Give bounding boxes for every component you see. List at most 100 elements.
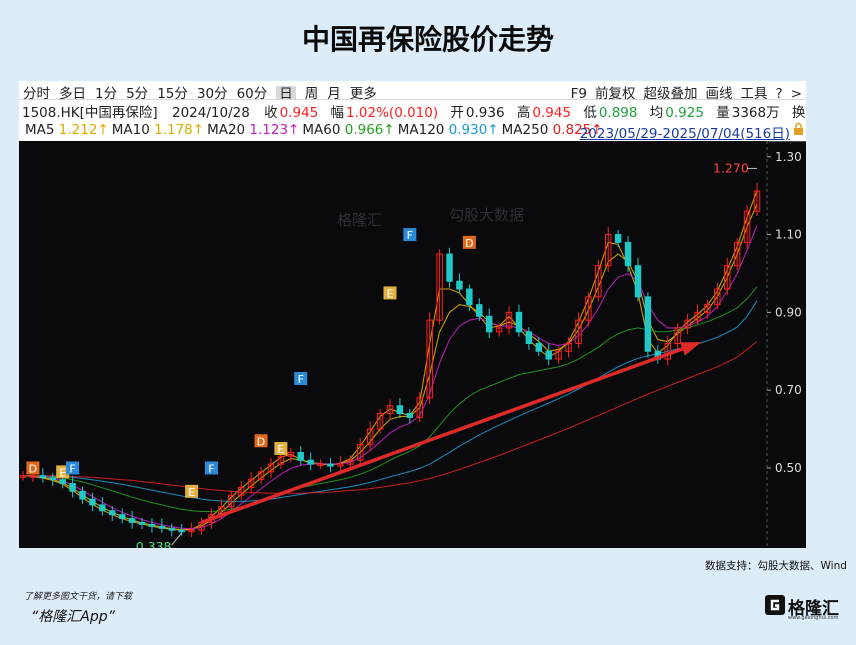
open-label: 开 <box>450 105 464 120</box>
tool-item-4[interactable]: 工具 <box>740 86 768 102</box>
close-value: 0.945 <box>279 105 319 120</box>
candle-body-38 <box>396 405 404 415</box>
signal-marker-2 <box>66 461 80 475</box>
candle-body-54 <box>555 350 562 360</box>
ma-label-4: MA120 <box>397 122 449 138</box>
candle-body-29 <box>307 459 314 465</box>
ma-value-1: 1.178↑ <box>154 122 205 138</box>
chart-toolbar: 分时 多日 1分 5分 15分 30分 60分日周月更多 F9 前复权 超级叠加 画线 工具? > <box>19 81 806 102</box>
signal-marker-label-7: F <box>298 373 304 386</box>
candle-body-0 <box>19 475 27 478</box>
period-tab-8[interactable]: 周 <box>304 86 319 102</box>
candle-body-61 <box>624 241 632 267</box>
data-source-note: 数据支持：勾股大数据、Wind <box>705 560 847 572</box>
ma-label-5: MA250 <box>501 122 553 138</box>
candlestick-chart[interactable]: 1.301.100.900.700.50D E FEFDEFEFD1.2700.33… <box>19 141 806 548</box>
period-tab-1[interactable]: 多日 <box>59 86 86 102</box>
candle-body-45 <box>466 288 473 306</box>
watermark-gelonghui: 格隆汇 <box>337 211 383 229</box>
signal-marker-3 <box>185 484 199 498</box>
signal-marker-label-5: D <box>257 435 265 448</box>
avg-value: 0.925 <box>665 105 704 120</box>
candle-body-57 <box>585 296 592 321</box>
y-tick-label-1: 1.10 <box>775 228 802 242</box>
candle-body-12 <box>138 521 146 525</box>
brand-url: www.gelonghui.com <box>788 615 839 621</box>
signal-marker-6 <box>274 442 288 456</box>
signal-marker-1 <box>56 465 70 479</box>
ma-line-ma250 <box>23 341 758 494</box>
ma-label-3: MA60 <box>302 122 345 138</box>
candle-body-21 <box>228 494 235 508</box>
lock-icon[interactable] <box>793 123 804 135</box>
ma-value-3: 0.966↑ <box>344 122 395 138</box>
ma-label-0: MA5 <box>25 122 59 138</box>
candle-body-24 <box>257 471 265 481</box>
chart-background <box>19 141 806 548</box>
date-range-link[interactable]: 2023/05/29-2025/07/04(516日) <box>579 126 790 141</box>
candle-body-66 <box>674 327 681 345</box>
signal-marker-label-3: E <box>188 486 195 499</box>
signal-marker-9 <box>403 228 417 242</box>
tool-item-3[interactable]: 画线 <box>705 86 733 102</box>
ma-value-0: 1.212↑ <box>58 122 109 138</box>
candle-body-9 <box>109 510 116 516</box>
candle-body-23 <box>247 479 255 488</box>
ma-legend: MA5 1.212↑ MA10 1.178↑ MA20 1.123↑ MA60 0.9… <box>22 122 603 138</box>
candle-body-50 <box>515 311 523 333</box>
candle-body-68 <box>694 311 701 321</box>
high-value: 0.945 <box>532 105 572 120</box>
brand-logo: 格隆汇 www.gelonghui.com <box>765 594 845 624</box>
period-tab-10[interactable]: 更多 <box>349 86 377 102</box>
period-tab-0[interactable]: 分时 <box>23 86 50 102</box>
period-tab-3[interactable]: 5分 <box>126 86 149 102</box>
y-tick-label-3: 0.70 <box>775 383 802 397</box>
candle-body-17 <box>188 529 195 533</box>
candle-body-5 <box>69 483 76 492</box>
tool-item-6[interactable]: > <box>790 86 802 102</box>
trend-arrow-line <box>200 341 699 525</box>
stock-code-name[interactable]: 1508.HK[中国再保险] <box>22 105 158 120</box>
candle-body-58 <box>595 265 602 298</box>
signal-marker-label-0: D <box>29 462 37 475</box>
tool-item-2[interactable]: 超级叠加 <box>643 86 698 102</box>
period-tab-2[interactable]: 1分 <box>95 86 118 102</box>
period-tab-6[interactable]: 60分 <box>236 86 268 102</box>
candle-body-13 <box>148 523 156 527</box>
tool-item-1[interactable]: 前复权 <box>595 86 636 102</box>
candle-body-74 <box>753 190 761 212</box>
close-label: 收 <box>264 105 278 120</box>
candle-body-42 <box>436 253 443 321</box>
tool-item-5[interactable]: ? <box>775 86 783 102</box>
price-annotation-1: 0.338 <box>136 539 172 548</box>
candle-body-25 <box>267 463 275 473</box>
period-tab-9[interactable]: 月 <box>327 86 341 102</box>
candle-body-22 <box>237 486 245 496</box>
candle-body-73 <box>743 210 751 243</box>
signal-marker-label-10: D <box>465 237 473 250</box>
page-title: 中国再保险股价走势 <box>301 23 554 56</box>
candle-body-67 <box>684 319 691 329</box>
low-label: 低 <box>583 105 597 120</box>
candle-body-40 <box>416 397 423 418</box>
candle-body-11 <box>128 518 136 523</box>
candle-body-65 <box>664 343 671 360</box>
period-tabs: 分时 多日 1分 5分 15分 30分 60分日周月更多 <box>23 82 386 102</box>
candle-body-47 <box>485 315 493 333</box>
signal-marker-10 <box>462 235 476 249</box>
ma-line-ma20 <box>23 225 758 530</box>
candle-body-27 <box>287 451 295 457</box>
price-annotation-0: 1.270 <box>713 160 749 175</box>
period-tab-4[interactable]: 15分 <box>157 86 188 102</box>
candle-body-8 <box>99 504 106 512</box>
trend-arrow-head <box>680 342 702 356</box>
open-value: 0.936 <box>465 105 505 120</box>
candle-body-35 <box>366 428 374 446</box>
y-tick-label-4: 0.50 <box>775 461 802 475</box>
candle-body-7 <box>89 498 96 506</box>
candle-body-56 <box>575 319 582 345</box>
period-tab-7[interactable]: 日 <box>276 86 296 102</box>
tool-item-0[interactable]: F9 <box>570 86 588 102</box>
candle-body-4 <box>59 479 66 485</box>
period-tab-5[interactable]: 30分 <box>196 86 228 102</box>
